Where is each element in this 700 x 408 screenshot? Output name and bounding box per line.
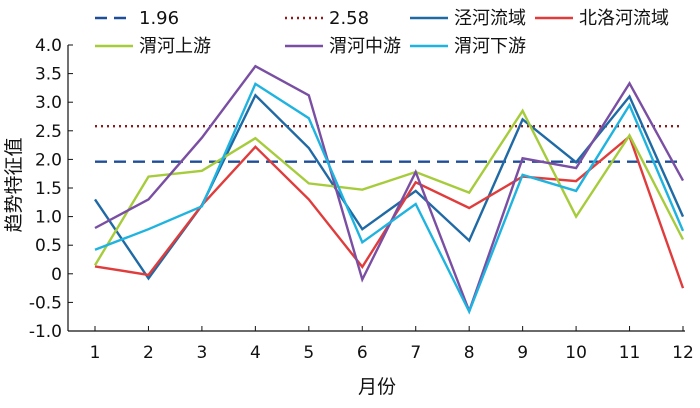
y-tick-label: -0.5 [29,293,62,313]
x-tick-label: 10 [565,343,587,363]
series-line-5 [94,64,685,315]
y-axis-title: 趋势特征值 [3,137,25,232]
y-tick-label: 3.0 [35,93,62,113]
y-tick-label: 2.5 [35,122,62,142]
legend-label: 渭河中游 [329,36,401,57]
series-line-4 [93,108,685,266]
y-tick-label: 0 [51,265,62,285]
y-tick-label: 1.0 [35,208,62,228]
x-tick-label: 8 [464,343,475,363]
x-tick-label: 12 [672,343,694,363]
y-tick-label: 0.5 [35,236,62,256]
y-tick-label: -1.0 [29,322,62,342]
y-tick-label: 2.0 [35,150,62,170]
x-tick-label: 1 [90,343,101,363]
y-tick-label: 1.5 [35,179,62,199]
series-line-6 [94,82,685,315]
x-tick-label: 4 [250,343,261,363]
x-tick-label: 11 [619,343,641,363]
x-tick-label: 2 [143,343,154,363]
legend-label: 1.96 [139,8,179,29]
axes: -1.0-0.500.51.01.52.02.53.03.54.01 2 3 4 5 6 7… [29,36,694,363]
plot-area [93,64,685,315]
x-tick-label: 6 [357,343,368,363]
legend-label: 2.58 [329,8,369,29]
legend-label: 渭河下游 [454,36,526,57]
x-axis-title: 月份 [358,376,396,398]
x-tick-label: 3 [196,343,207,363]
x-tick-label: 9 [517,343,528,363]
legend-label: 渭河上游 [139,36,211,57]
legend-label: 泾河流域 [454,8,526,29]
x-tick-label: 5 [303,343,314,363]
y-tick-label: 3.5 [35,65,62,85]
legend-label: 北洛河流域 [579,8,669,29]
x-tick-label: 7 [410,343,421,363]
y-tick-label: 4.0 [35,36,62,56]
